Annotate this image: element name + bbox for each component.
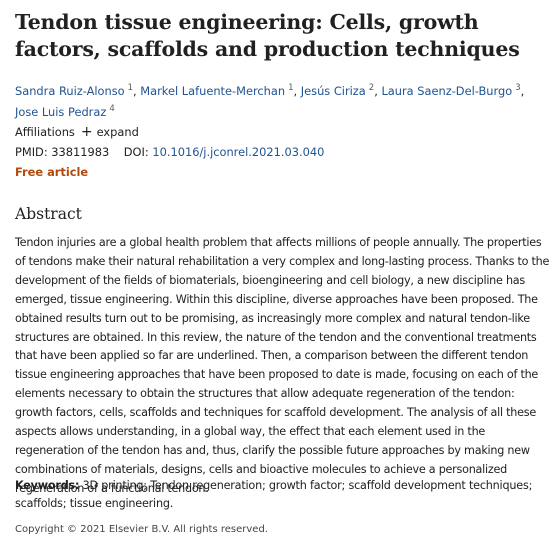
affiliation-number: 1: [127, 83, 134, 93]
doi-label: DOI:: [123, 145, 149, 159]
affiliations-toggle[interactable]: Affiliations + expand: [15, 124, 139, 140]
pmid-label: PMID:: [15, 145, 48, 159]
doi-link[interactable]: 10.1016/j.jconrel.2021.03.040: [152, 145, 325, 159]
keywords-label: Keywords:: [15, 479, 80, 492]
affiliation-number: 1: [288, 83, 294, 93]
abstract-heading: Abstract: [15, 205, 82, 223]
copyright-notice: Copyright © 2021 Elsevier B.V. All right…: [15, 524, 268, 535]
author-link[interactable]: Jose Luis Pedraz 4: [15, 104, 115, 119]
abstract-text: Tendon injuries are a global health prob…: [15, 236, 550, 495]
affiliation-number: 3: [515, 83, 521, 93]
author-link[interactable]: Sandra Ruiz-Alonso 1: [15, 83, 134, 98]
author-link[interactable]: Laura Saenz-Del-Burgo 3: [381, 83, 521, 98]
author-list: Sandra Ruiz-Alonso 1, Markel Lafuente-Mer…: [15, 83, 525, 119]
article-title: Tendon tissue engineering: Cells, growth…: [15, 10, 520, 61]
article-identifiers: PMID: 33811983 DOI: 10.1016/j.jconrel.20…: [15, 144, 324, 160]
expand-label[interactable]: expand: [96, 125, 139, 139]
keywords: Keywords: 3D printing; Tendon regenerati…: [15, 477, 551, 513]
affiliation-number: 4: [109, 104, 115, 114]
free-article-badge: Free article: [15, 165, 89, 179]
pmid-value: 33811983: [51, 145, 110, 159]
keywords-text: 3D printing; Tendon regeneration; growth…: [15, 479, 533, 510]
author-link[interactable]: Markel Lafuente-Merchan 1: [140, 83, 294, 98]
affiliation-number: 2: [368, 83, 375, 93]
plus-icon: +: [80, 124, 93, 140]
affiliations-label: Affiliations: [15, 125, 75, 139]
author-link[interactable]: Jesús Ciriza 2: [300, 83, 375, 98]
